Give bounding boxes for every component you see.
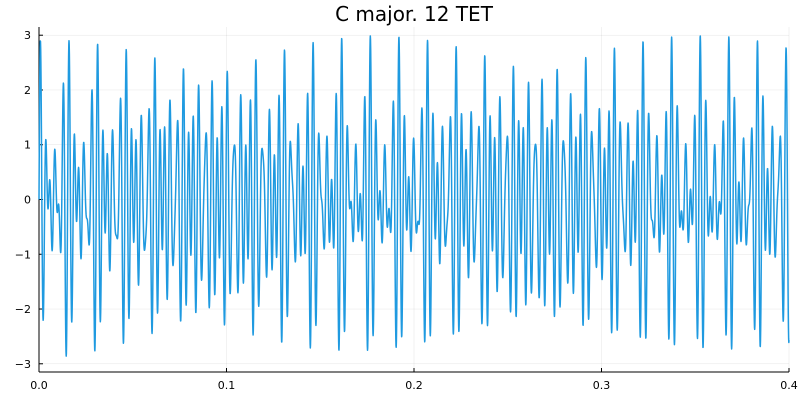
tick-labels: 0.0 0.1 0.2 0.3 0.4 −3 −2 −1 0 1 2 3 bbox=[15, 29, 798, 392]
y-tick-label: 1 bbox=[24, 139, 31, 152]
y-tick-label: 3 bbox=[24, 29, 31, 42]
y-tick-label: 2 bbox=[24, 84, 31, 97]
x-tick-label: 0.1 bbox=[218, 379, 236, 392]
x-tick-label: 0.0 bbox=[30, 379, 48, 392]
chart-title: C major. 12 TET bbox=[335, 2, 494, 26]
y-tick-label: 0 bbox=[24, 194, 31, 207]
x-tick-label: 0.4 bbox=[780, 379, 798, 392]
y-tick-label: −1 bbox=[15, 248, 31, 261]
series-layer bbox=[38, 35, 790, 357]
y-tick-label: −3 bbox=[15, 358, 31, 371]
x-tick-label: 0.2 bbox=[405, 379, 423, 392]
series-line bbox=[38, 35, 790, 357]
x-tick-label: 0.3 bbox=[593, 379, 611, 392]
y-tick-label: −2 bbox=[15, 303, 31, 316]
